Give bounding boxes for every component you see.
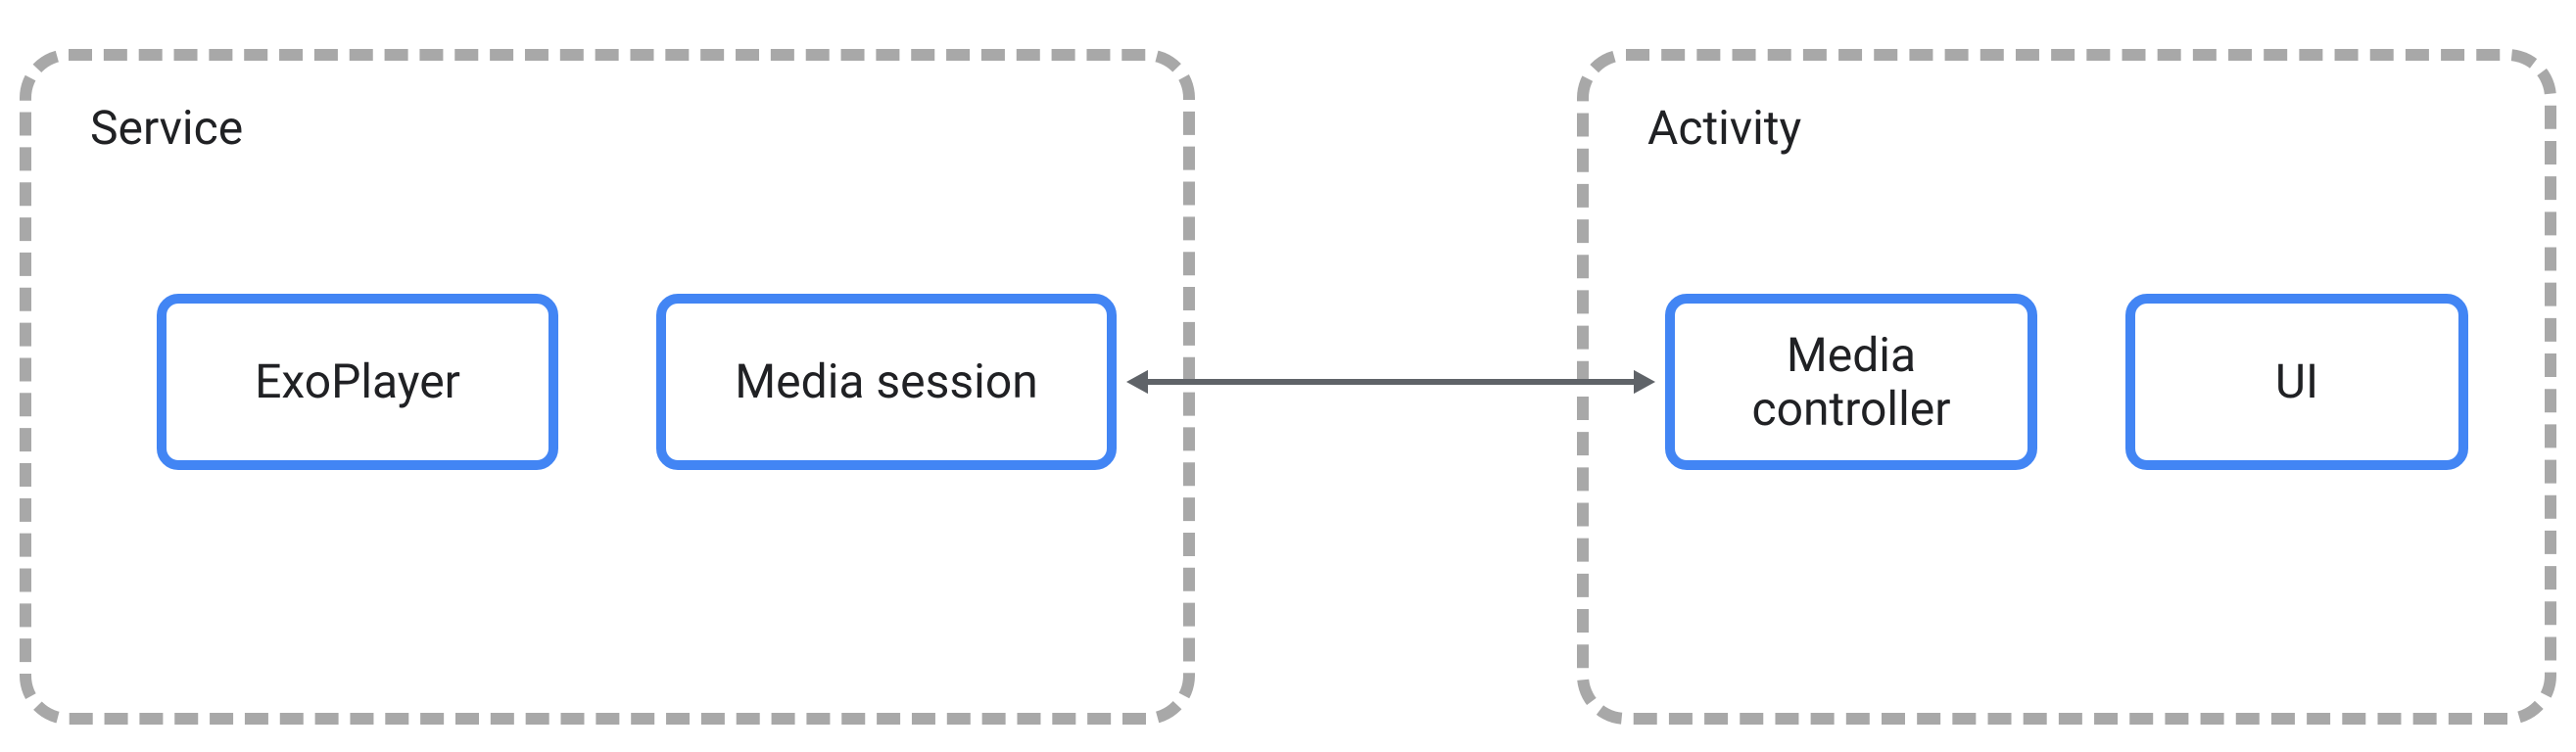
node-exoplayer: ExoPlayer (157, 294, 558, 470)
container-label-activity: Activity (1647, 100, 1801, 156)
node-ui: UI (2125, 294, 2468, 470)
node-label-exoplayer: ExoPlayer (255, 354, 460, 408)
node-label-ui: UI (2275, 354, 2318, 408)
node-label-media-controller: Mediacontroller (1752, 328, 1951, 436)
edge-media-session-media-controller (1105, 360, 1677, 446)
node-label-media-session: Media session (735, 354, 1037, 408)
node-media-controller: Mediacontroller (1665, 294, 2037, 470)
container-label-service: Service (90, 100, 243, 156)
node-media-session: Media session (656, 294, 1117, 470)
